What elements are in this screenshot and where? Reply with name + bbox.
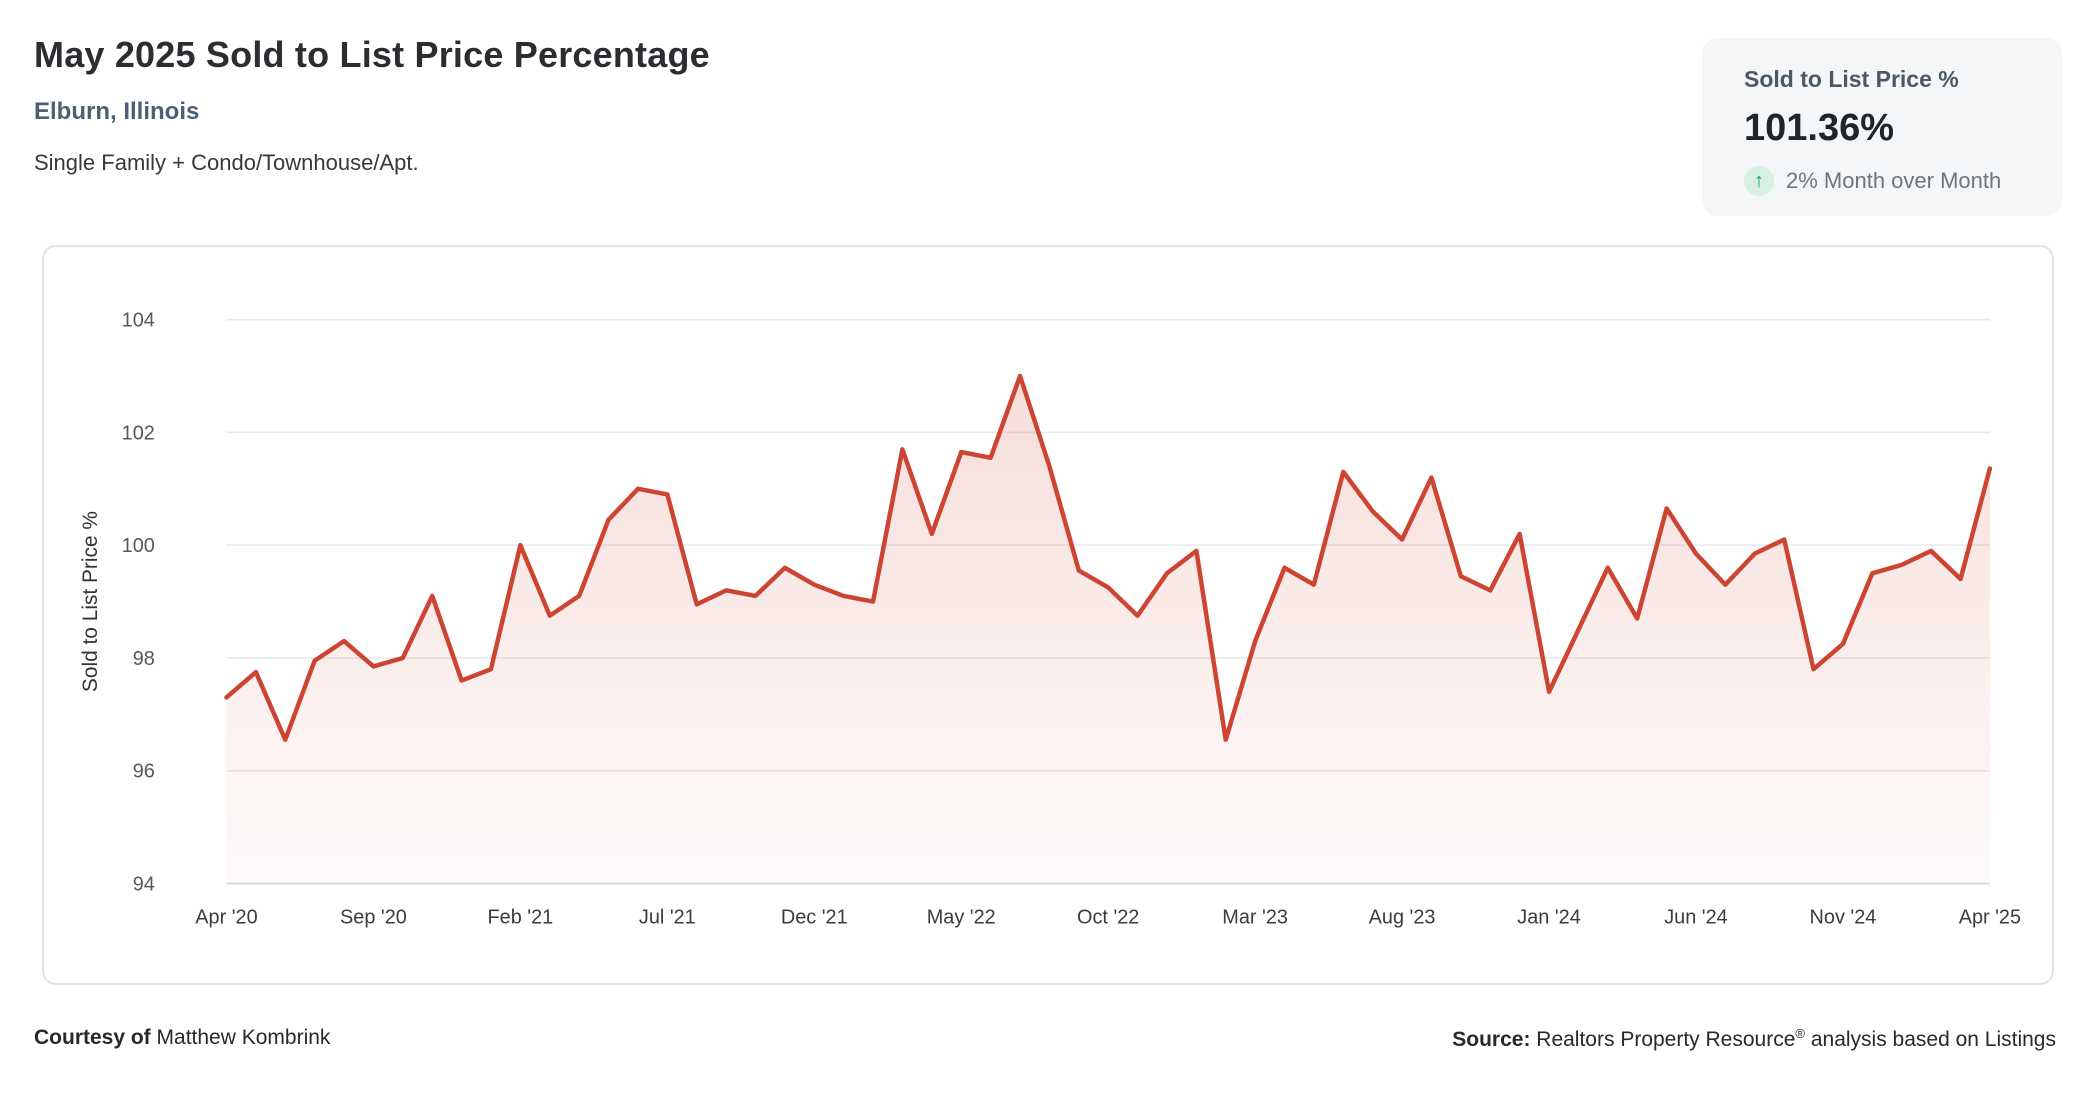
svg-text:Oct '22: Oct '22 [1077,906,1139,928]
line-chart: 94 96 98 100 102 104 Apr '20 Sep '20 Feb '21 Jul … [79,310,2021,929]
up-arrow-glyph: ↑ [1754,170,1764,192]
svg-text:100: 100 [122,535,155,557]
stat-label: Sold to List Price % [1744,66,1959,92]
svg-text:Dec '21: Dec '21 [781,906,848,928]
footer-courtesy: Courtesy of Matthew Kombrink [34,1026,330,1052]
report-footer: Courtesy of Matthew Kombrink Source: Rea… [34,1026,2056,1052]
svg-text:104: 104 [122,310,155,332]
svg-text:Jun '24: Jun '24 [1664,906,1727,928]
source-suffix: analysis based on Listings [1805,1028,2056,1051]
svg-text:Nov '24: Nov '24 [1810,906,1877,928]
stat-trend-row: ↑ 2% Month over Month [1744,166,2062,196]
location-subtitle: Elburn, Illinois [34,98,200,125]
svg-text:Feb '21: Feb '21 [488,906,554,928]
courtesy-label: Courtesy of [34,1026,151,1049]
svg-text:May '22: May '22 [927,906,996,928]
report-header: May 2025 Sold to List Price Percentage E… [34,34,710,176]
svg-text:Sold to List Price %: Sold to List Price % [79,511,102,692]
chart-panel: 94 96 98 100 102 104 Apr '20 Sep '20 Feb '21 Jul … [42,245,2054,985]
courtesy-name: Matthew Kombrink [150,1026,331,1049]
page-title: May 2025 Sold to List Price Percentage [34,34,710,75]
svg-text:94: 94 [133,874,155,896]
svg-text:Jul '21: Jul '21 [639,906,696,928]
svg-text:Apr '25: Apr '25 [1959,906,2021,928]
stat-card: Sold to List Price % 101.36% ↑ 2% Month … [1702,38,2062,216]
trend-text: 2% Month over Month [1786,168,2002,193]
trend-up-icon: ↑ [1744,166,1774,196]
svg-text:Apr '20: Apr '20 [195,906,257,928]
registered-mark: ® [1795,1026,1805,1041]
footer-source: Source: Realtors Property Resource® anal… [1452,1026,2056,1052]
svg-text:96: 96 [133,761,155,783]
source-label: Source: [1452,1028,1531,1051]
property-type-subtitle: Single Family + Condo/Townhouse/Apt. [34,150,419,175]
svg-text:Jan '24: Jan '24 [1517,906,1580,928]
svg-text:Aug '23: Aug '23 [1369,906,1436,928]
svg-text:Sep '20: Sep '20 [340,906,407,928]
svg-text:Mar '23: Mar '23 [1222,906,1288,928]
stat-value: 101.36% [1744,107,1895,149]
source-text: Realtors Property Resource [1530,1028,1796,1051]
svg-text:102: 102 [122,422,155,444]
svg-text:98: 98 [133,648,155,670]
